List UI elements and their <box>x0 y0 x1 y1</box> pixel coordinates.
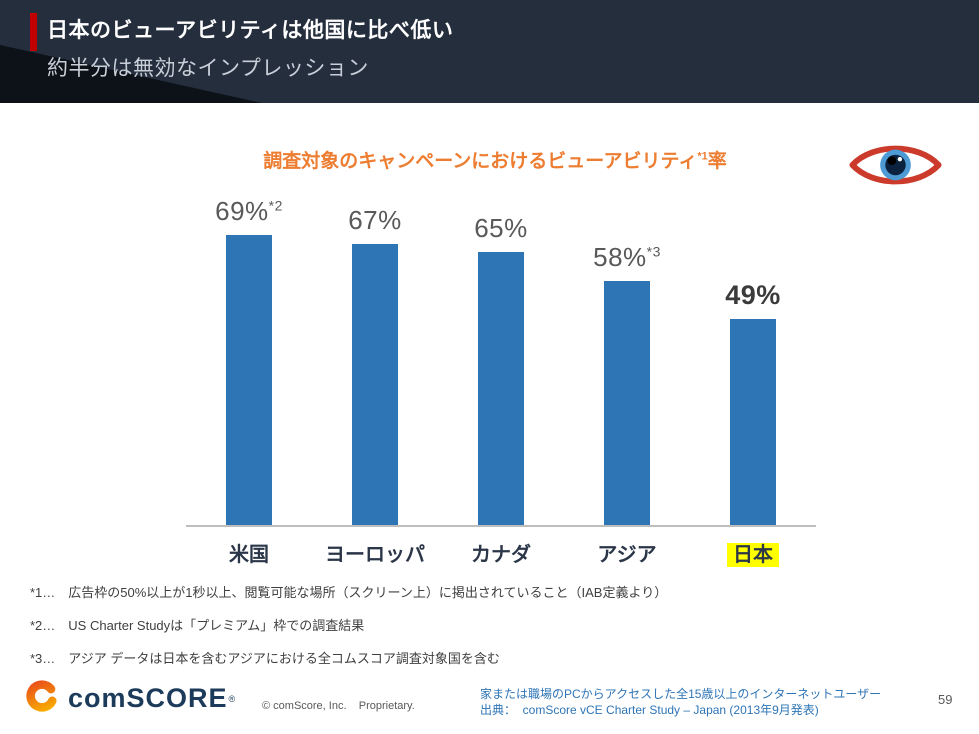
category-label-text: カナダ <box>471 544 531 566</box>
category-label-text: 日本 <box>727 543 779 567</box>
header-red-accent-bar <box>30 13 37 51</box>
bar-value-superscript: *3 <box>646 243 661 260</box>
chart-title-tail: 率 <box>707 151 727 172</box>
bar-value-label: 49% <box>725 280 781 310</box>
chart-title: 調査対象のキャンペーンにおけるビューアビリティ*1率 <box>190 146 800 173</box>
bar <box>604 281 650 525</box>
bar-column: 69%*2 <box>186 190 312 525</box>
bar <box>478 252 524 525</box>
bar-column: 67% <box>312 190 438 525</box>
chart-title-main: 調査対象のキャンペーンにおけるビューアビリティ <box>263 151 698 172</box>
category-label: カナダ <box>438 538 564 567</box>
slide-title: 日本のビューアビリティは他国に比べ低い <box>47 19 454 42</box>
category-labels: 米国 ヨーロッパ カナダ アジア 日本 <box>186 538 816 567</box>
bar <box>226 235 272 525</box>
comscore-wordmark: comSCORE <box>68 683 228 713</box>
bar-column: 49% <box>690 190 816 525</box>
copyright-text: © comScore, Inc. Proprietary. <box>262 700 415 712</box>
eye-icon <box>848 136 943 199</box>
source-note: 家または職場のPCからアクセスした全15歳以上のインターネットユーザー 出典： … <box>480 686 881 718</box>
bar-column: 65% <box>438 190 564 525</box>
category-label: 日本 <box>690 538 816 567</box>
footnote: *3… アジア データは日本を含むアジアにおける全コムスコア調査対象国を含む <box>30 651 500 666</box>
bar-value-superscript: *2 <box>268 197 283 214</box>
category-label-text: アジア <box>597 544 657 566</box>
slide-subtitle: 約半分は無効なインプレッション <box>47 57 369 80</box>
header-band: 日本のビューアビリティは他国に比べ低い 約半分は無効なインプレッション <box>0 0 979 103</box>
bar-column: 58%*3 <box>564 190 690 525</box>
chart-title-superscript: *1 <box>697 150 708 163</box>
footnote: *1… 広告枠の50%以上が1秒以上、閲覧可能な場所（スクリーン上）に掲出されて… <box>30 585 668 600</box>
category-label-text: ヨーロッパ <box>325 544 425 566</box>
bar-value-label: 65% <box>474 213 528 243</box>
comscore-logo: comSCORE ® <box>24 678 235 719</box>
comscore-logo-icon <box>24 678 60 719</box>
bar <box>730 319 776 525</box>
category-label: アジア <box>564 538 690 567</box>
bar-columns: 69%*2 67% 65% 58%*3 49% <box>186 190 816 525</box>
footnote: *2… US Charter Studyは「プレミアム」枠での調査結果 <box>30 618 365 633</box>
category-label-text: 米国 <box>229 544 269 566</box>
registered-mark: ® <box>228 693 236 704</box>
bar-value-label: 67% <box>348 205 402 235</box>
footnotes: *1… 広告枠の50%以上が1秒以上、閲覧可能な場所（スクリーン上）に掲出されて… <box>30 582 667 681</box>
bar <box>352 244 398 525</box>
bar-value-label: 69%*2 <box>215 196 283 226</box>
category-label: 米国 <box>186 538 312 567</box>
source-line-2: 出典： comScore vCE Charter Study – Japan (… <box>480 703 819 717</box>
category-label: ヨーロッパ <box>312 538 438 567</box>
x-axis-line <box>186 525 816 527</box>
bar-value-label: 58%*3 <box>593 242 661 272</box>
page-number: 59 <box>938 692 953 707</box>
source-line-1: 家または職場のPCからアクセスした全15歳以上のインターネットユーザー <box>480 687 882 701</box>
